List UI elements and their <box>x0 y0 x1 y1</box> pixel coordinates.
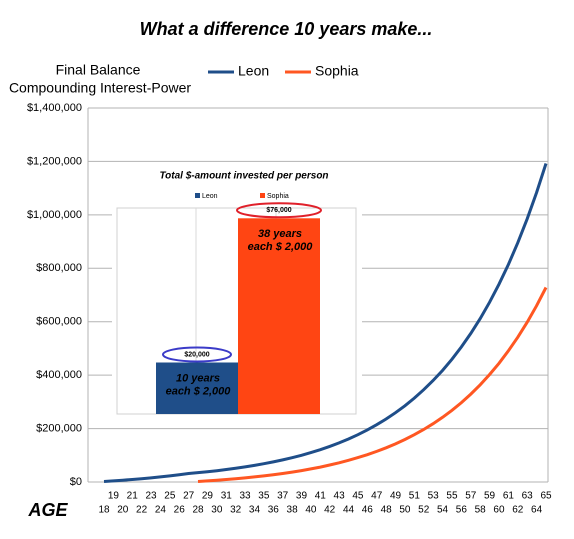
x-tick-label: 64 <box>531 505 543 516</box>
x-tick-label: 51 <box>409 491 421 502</box>
x-tick-label: 63 <box>522 491 534 502</box>
x-tick-label: 59 <box>484 491 496 502</box>
x-tick-label: 31 <box>221 491 233 502</box>
x-tick-label: 29 <box>202 491 214 502</box>
inset-title: Total $-amount invested per person <box>159 171 328 182</box>
x-tick-label: 45 <box>352 491 364 502</box>
y-tick-label: $200,000 <box>36 422 82 434</box>
x-tick-label: 34 <box>249 505 261 516</box>
x-tick-label: 19 <box>108 491 120 502</box>
x-tick-label: 40 <box>305 505 317 516</box>
x-tick-label: 47 <box>371 491 383 502</box>
x-tick-label: 25 <box>164 491 176 502</box>
bar <box>238 218 320 414</box>
x-tick-label: 50 <box>399 505 411 516</box>
x-tick-label: 42 <box>324 505 336 516</box>
x-tick-label: 65 <box>540 491 552 502</box>
legend-label: Leon <box>238 63 269 79</box>
x-tick-label: 44 <box>343 505 355 516</box>
x-tick-label: 54 <box>437 505 449 516</box>
line-series <box>103 163 548 483</box>
bar-annotation: each $ 2,000 <box>248 241 314 253</box>
x-tick-label: 58 <box>475 505 487 516</box>
y-tick-label: $1,400,000 <box>27 102 82 114</box>
x-tick-label: 33 <box>240 491 252 502</box>
x-tick-label: 41 <box>315 491 327 502</box>
y-axis-label: Compounding Interest-Power <box>9 80 191 96</box>
y-tick-label: $400,000 <box>36 369 82 381</box>
x-tick-label: 23 <box>145 491 157 502</box>
x-tick-label: 21 <box>127 491 139 502</box>
y-tick-label: $1,000,000 <box>27 209 82 221</box>
x-tick-label: 39 <box>296 491 308 502</box>
legend-label: Sophia <box>315 63 359 79</box>
x-tick-label: 20 <box>117 505 129 516</box>
legend-swatch <box>195 193 200 198</box>
x-tick-label: 26 <box>174 505 186 516</box>
x-tick-label: 27 <box>183 491 195 502</box>
x-tick-label: 28 <box>192 505 204 516</box>
legend-label: Leon <box>202 193 218 200</box>
x-tick-label: 30 <box>211 505 223 516</box>
legend-swatch <box>260 193 265 198</box>
x-axis-label: AGE <box>27 500 68 520</box>
x-tick-label: 36 <box>268 505 280 516</box>
bar-annotation: 10 years <box>176 372 220 384</box>
bar-annotation: 38 years <box>258 228 302 240</box>
x-tick-label: 37 <box>277 491 289 502</box>
x-tick-label: 56 <box>456 505 468 516</box>
x-tick-label: 48 <box>381 505 393 516</box>
y-axis-label: Final Balance <box>56 62 141 78</box>
bar <box>156 362 238 414</box>
x-tick-label: 60 <box>493 505 505 516</box>
value-label-highlight <box>236 202 322 219</box>
value-label: $20,000 <box>184 351 209 358</box>
value-label: $76,000 <box>266 207 291 214</box>
x-tick-label: 57 <box>465 491 477 502</box>
x-tick-label: 62 <box>512 505 524 516</box>
y-tick-label: $1,200,000 <box>27 155 82 167</box>
y-tick-label: $0 <box>70 476 82 488</box>
x-tick-label: 18 <box>98 505 110 516</box>
value-label-highlight <box>162 346 232 363</box>
x-tick-label: 35 <box>258 491 270 502</box>
x-tick-label: 24 <box>155 505 167 516</box>
line-series <box>197 286 548 483</box>
bar-annotation: each $ 2,000 <box>166 385 232 397</box>
x-tick-label: 46 <box>362 505 374 516</box>
y-tick-label: $800,000 <box>36 262 82 274</box>
x-tick-label: 38 <box>287 505 299 516</box>
x-tick-label: 61 <box>503 491 515 502</box>
legend-label: Sophia <box>267 193 289 200</box>
x-tick-label: 22 <box>136 505 148 516</box>
x-tick-label: 49 <box>390 491 402 502</box>
x-tick-label: 52 <box>418 505 430 516</box>
y-tick-label: $600,000 <box>36 316 82 328</box>
chart-title: What a difference 10 years make... <box>140 19 433 39</box>
x-tick-label: 55 <box>446 491 458 502</box>
x-tick-label: 53 <box>428 491 440 502</box>
x-tick-label: 43 <box>334 491 346 502</box>
x-tick-label: 32 <box>230 505 242 516</box>
